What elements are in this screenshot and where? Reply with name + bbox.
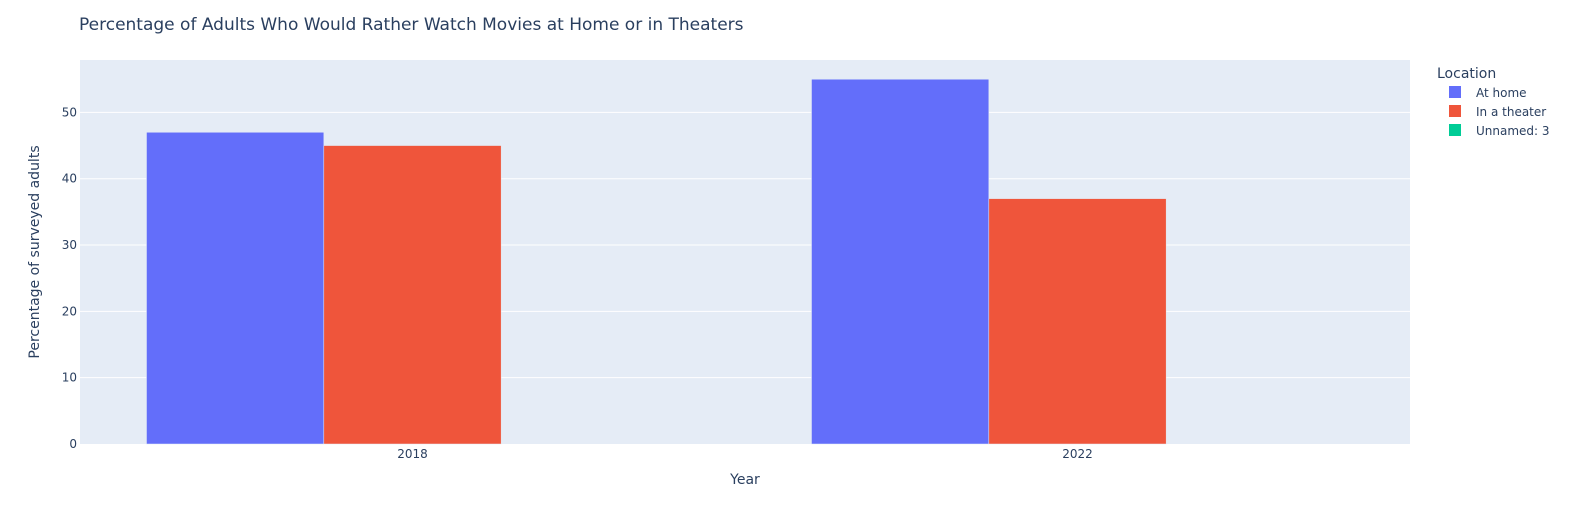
legend-swatch bbox=[1449, 86, 1461, 98]
y-tick-label: 40 bbox=[62, 172, 77, 186]
legend-title: Location bbox=[1437, 66, 1496, 82]
y-axis-title: Percentage of surveyed adults bbox=[27, 145, 43, 358]
legend-label: Unnamed: 3 bbox=[1476, 124, 1550, 138]
legend-swatch bbox=[1449, 105, 1461, 117]
legend-label: At home bbox=[1476, 86, 1527, 100]
bar-in-a-theater-2022 bbox=[988, 198, 1167, 445]
legend: Location At home In a theater Unnamed: 3 bbox=[1437, 66, 1550, 138]
bar-at-home-2022 bbox=[811, 78, 990, 445]
x-tick-label: 2018 bbox=[397, 447, 428, 461]
x-tick-label: 2022 bbox=[1062, 447, 1093, 461]
legend-items: At home In a theater Unnamed: 3 bbox=[1449, 86, 1550, 138]
y-tick-label: 50 bbox=[62, 105, 77, 119]
chart-title: Percentage of Adults Who Would Rather Wa… bbox=[79, 15, 744, 35]
y-tick-label: 20 bbox=[62, 304, 77, 318]
bar-at-home-2018 bbox=[146, 132, 325, 445]
y-axis-ticks: 0 10 20 30 40 50 bbox=[62, 105, 77, 451]
legend-swatch bbox=[1449, 124, 1461, 136]
y-tick-label: 0 bbox=[69, 437, 77, 451]
x-axis-ticks: 2018 2022 bbox=[397, 447, 1093, 461]
bar-in-a-theater-2018 bbox=[323, 145, 502, 445]
bars-layer bbox=[146, 78, 1167, 445]
y-tick-label: 10 bbox=[62, 371, 77, 385]
legend-label: In a theater bbox=[1476, 105, 1546, 119]
y-tick-label: 30 bbox=[62, 238, 77, 252]
x-axis-title: Year bbox=[729, 472, 760, 488]
